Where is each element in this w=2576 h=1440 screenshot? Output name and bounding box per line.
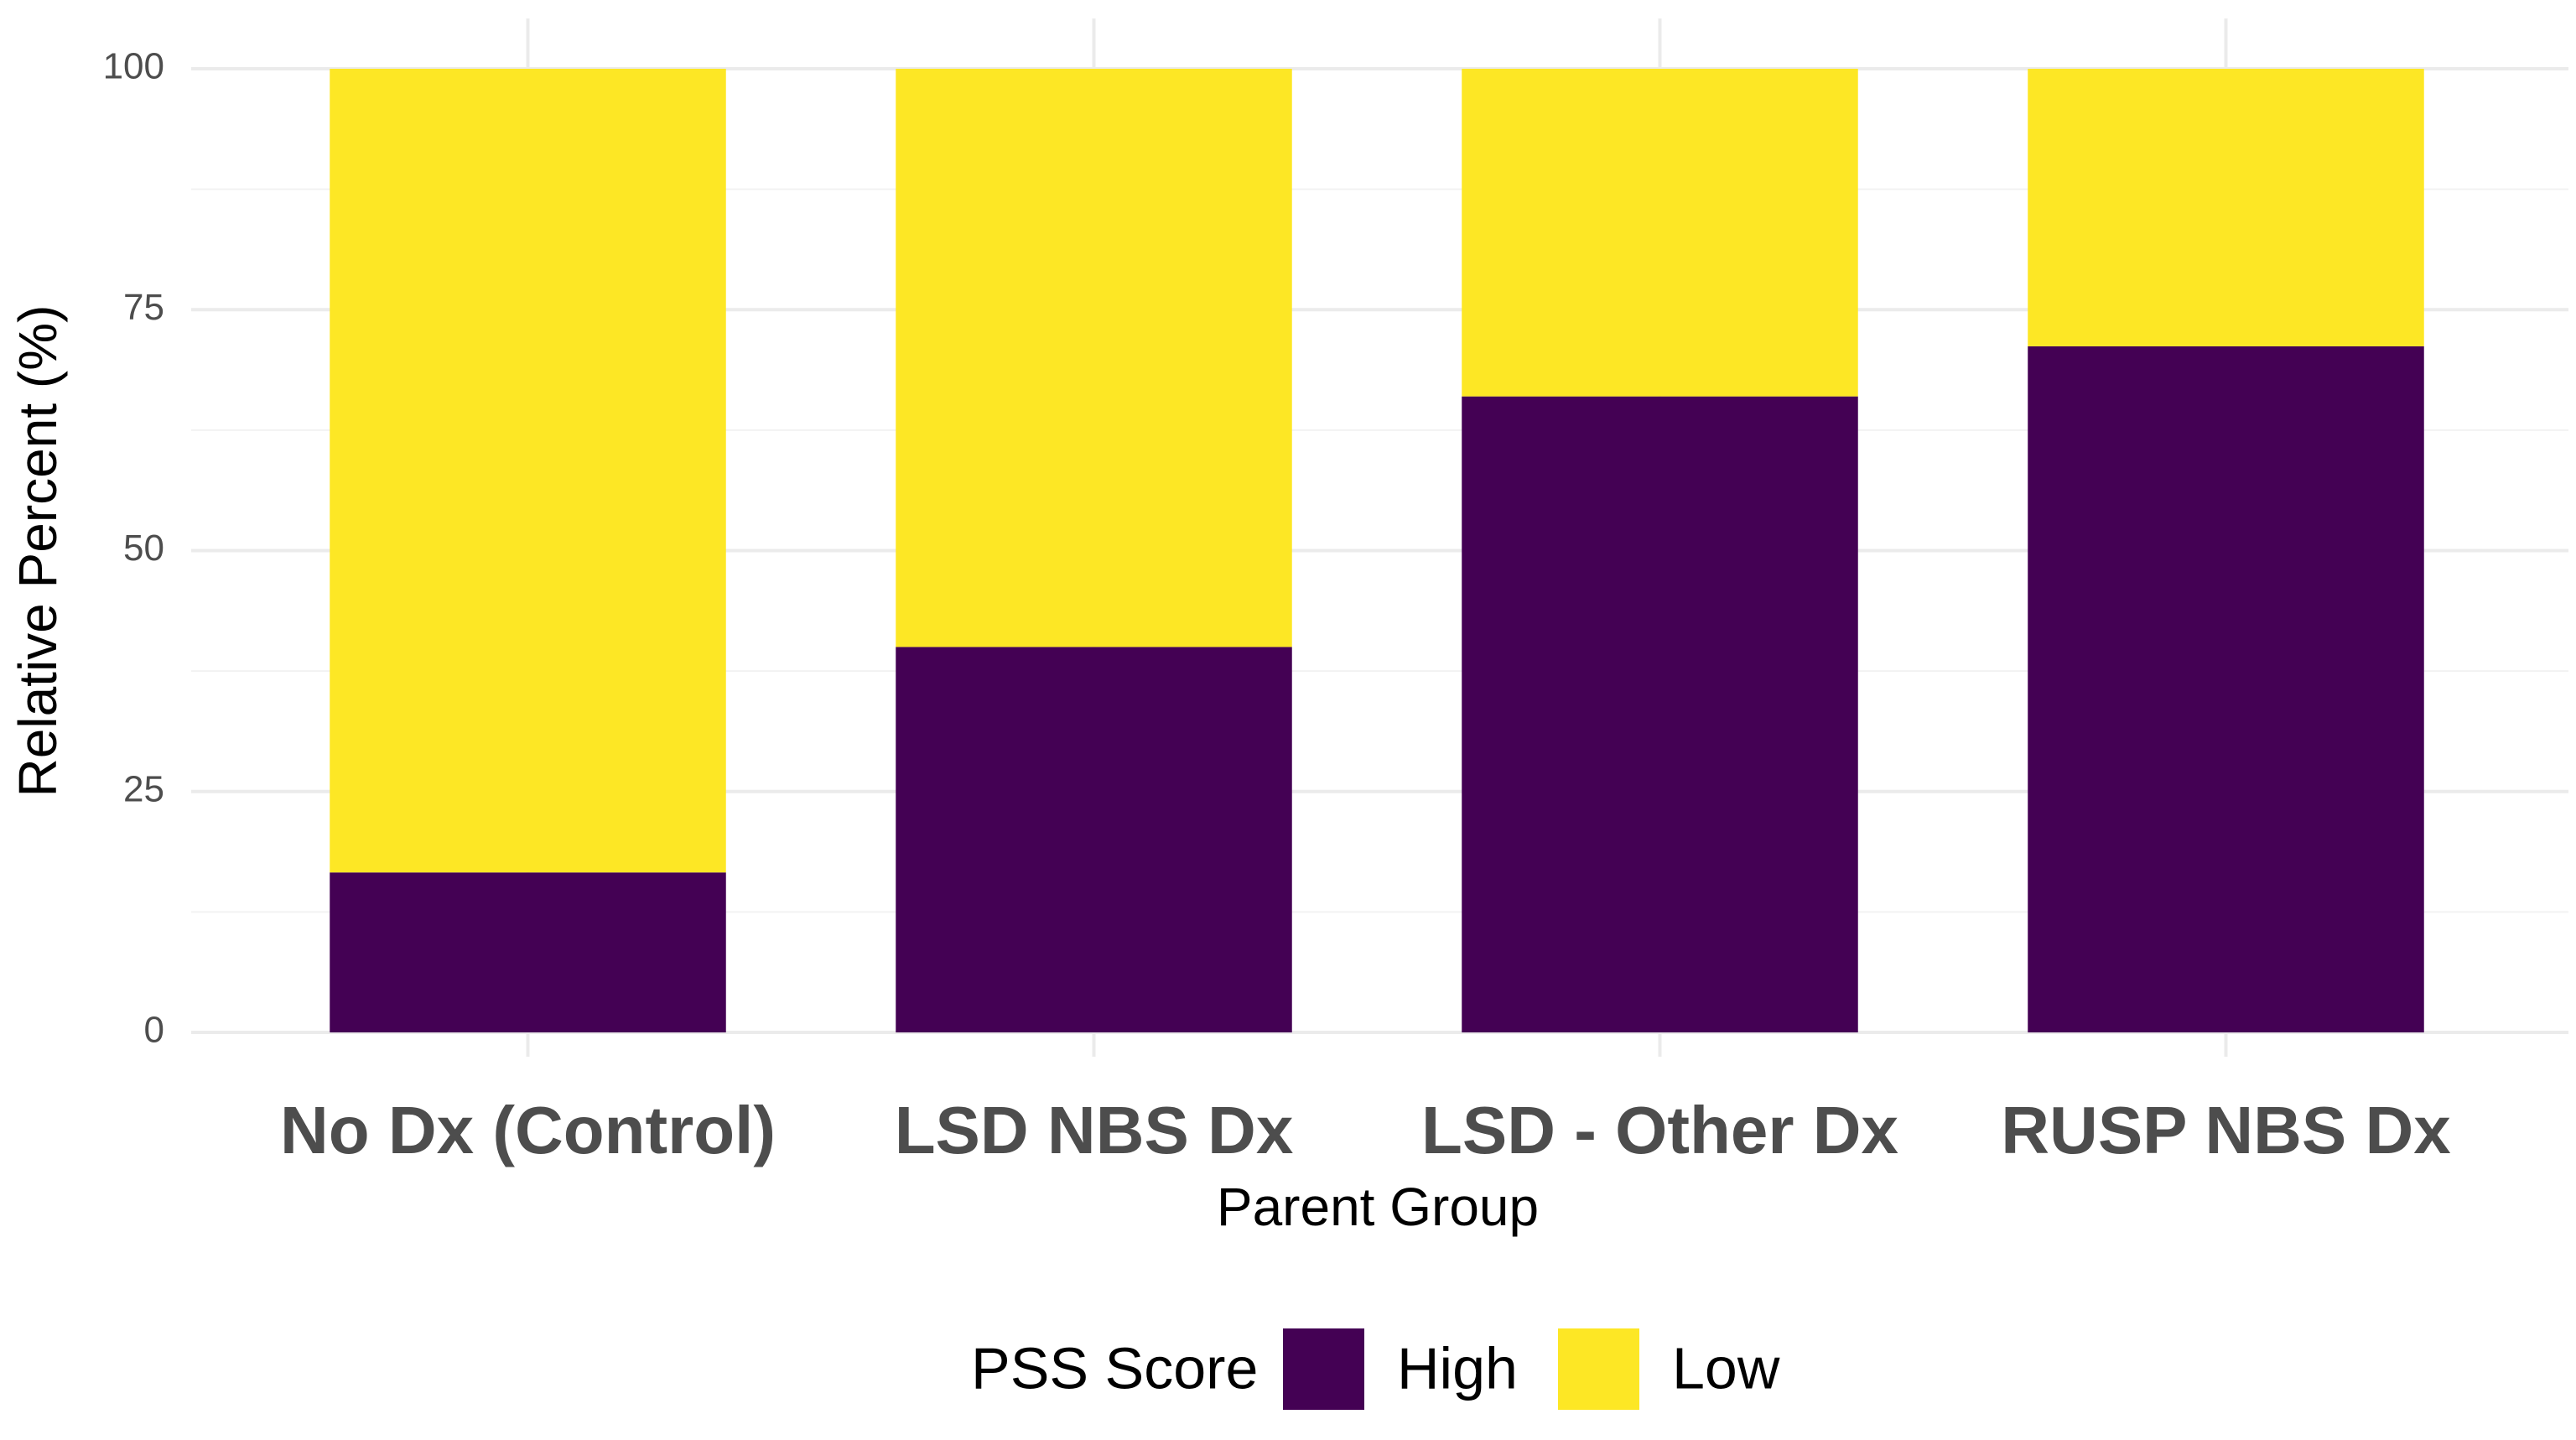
bar-segment bbox=[2028, 346, 2424, 1032]
bar-segment bbox=[896, 69, 1292, 647]
bar-segment bbox=[1462, 396, 1858, 1032]
bar-segment bbox=[330, 872, 726, 1032]
legend-swatch bbox=[1283, 1328, 1364, 1410]
y-tick-label: 75 bbox=[123, 287, 164, 328]
x-tick-label: RUSP NBS Dx bbox=[2001, 1093, 2450, 1167]
y-axis-title: Relative Percent (%) bbox=[8, 305, 68, 798]
x-tick-label: LSD - Other Dx bbox=[1421, 1093, 1898, 1167]
bar-segment bbox=[1462, 69, 1858, 397]
y-tick-label: 0 bbox=[144, 1010, 164, 1051]
legend-title: PSS Score bbox=[971, 1335, 1258, 1401]
legend-label: Low bbox=[1672, 1335, 1780, 1401]
legend-swatch bbox=[1558, 1328, 1639, 1410]
y-tick-label: 100 bbox=[103, 46, 164, 87]
y-tick-label: 50 bbox=[123, 528, 164, 569]
y-tick-label: 25 bbox=[123, 768, 164, 809]
x-axis-title: Parent Group bbox=[1217, 1177, 1539, 1237]
bar-segment bbox=[2028, 69, 2424, 346]
legend-label: High bbox=[1397, 1335, 1518, 1401]
x-tick-label: No Dx (Control) bbox=[280, 1093, 776, 1167]
bar-segment bbox=[330, 69, 726, 873]
x-tick-label: LSD NBS Dx bbox=[895, 1093, 1294, 1167]
bar-segment bbox=[896, 647, 1292, 1032]
